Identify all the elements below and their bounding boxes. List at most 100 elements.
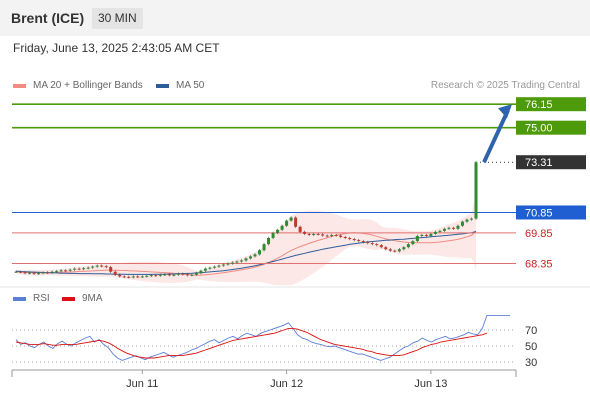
candle-body (154, 275, 158, 277)
candle-body (46, 272, 50, 274)
rsi-ma-label: 9MA (82, 293, 103, 304)
candle-body (271, 232, 275, 239)
level-tag-target (516, 120, 586, 135)
candle-body (325, 235, 329, 237)
candle-body (55, 271, 59, 273)
candle-body (140, 276, 144, 278)
ma50-line (15, 231, 477, 275)
candle-body (37, 273, 41, 275)
level-label-0: 76.15 (525, 99, 553, 111)
candle-body (203, 268, 207, 271)
candle-body (28, 272, 32, 274)
candle-body (181, 273, 185, 275)
candle-body (249, 256, 253, 259)
candle-body (370, 243, 374, 245)
candle-body (32, 272, 36, 274)
candle-body (145, 275, 149, 277)
timeframe-button[interactable]: 30 MIN (92, 8, 143, 29)
candle-body (397, 249, 401, 252)
candle-body (393, 250, 397, 252)
candle-body (127, 276, 131, 278)
level-label-1: 75.00 (525, 123, 553, 135)
legend-ma50: MA 50 (156, 80, 204, 91)
candle-body (406, 244, 410, 248)
ma20-line (15, 230, 477, 276)
candle-body (361, 241, 365, 243)
level-label-2: 73.31 (525, 157, 553, 169)
candle-body (402, 247, 406, 250)
x-axis-label: Jun 13 (414, 378, 447, 390)
candle-body (73, 268, 77, 270)
candle-body (420, 234, 424, 236)
candle-body (235, 261, 239, 263)
candle-body (298, 226, 302, 232)
legend-ma20: MA 20 + Bollinger Bands (13, 80, 143, 91)
candle-body (433, 231, 437, 234)
x-axis-label: Jun 12 (270, 378, 303, 390)
candle-body (244, 258, 248, 261)
candle-body (456, 225, 460, 229)
candle-body (23, 272, 27, 274)
candle-body (64, 270, 68, 272)
candle-body (339, 235, 343, 237)
level-tag-pivot (516, 205, 586, 220)
candle-body (357, 240, 361, 242)
forecast-arrow-shaft (482, 109, 510, 164)
last-price-tag (516, 155, 586, 170)
candle-body (172, 274, 176, 276)
candle-body (118, 274, 122, 277)
candle-body (104, 266, 108, 268)
level-label-4: 69.85 (525, 228, 553, 240)
candle-body (91, 266, 95, 268)
candle-body (366, 242, 370, 244)
rsi-level-label: 30 (525, 357, 537, 369)
candle-body (41, 272, 45, 274)
x-axis-label: Jun 11 (126, 378, 158, 390)
rsi-line (15, 315, 510, 361)
candle-body (415, 235, 419, 242)
candle-body (113, 271, 117, 275)
candle-body (343, 236, 347, 239)
ma50-swatch (156, 83, 169, 88)
candle-body (136, 276, 140, 278)
ma20-swatch (13, 83, 26, 88)
candle-body (285, 220, 289, 226)
candle-body (176, 273, 180, 275)
candle-body (276, 229, 280, 233)
candle-body (384, 247, 388, 250)
candle-body (194, 273, 198, 275)
timestamp: Friday, June 13, 2025 2:43:05 AM CET (13, 41, 220, 55)
ma20-label: MA 20 + Bollinger Bands (33, 80, 143, 91)
candle-body (50, 271, 54, 273)
candle-body (158, 274, 162, 276)
candle-body (19, 271, 23, 273)
candle-body (185, 274, 189, 276)
candle-body (131, 276, 135, 278)
candle-body (212, 266, 216, 268)
candle-body (451, 227, 455, 229)
ma50-label: MA 50 (176, 80, 205, 91)
candle-body (474, 162, 478, 219)
candle-body (388, 249, 392, 251)
rsi-ma-swatch (62, 296, 75, 301)
candle-body (465, 219, 469, 222)
instrument-title: Brent (ICE) (11, 10, 85, 26)
candle-body (230, 262, 234, 264)
credit-text: Research © 2025 Trading Central (430, 80, 580, 91)
candle-body (190, 274, 194, 276)
candle-body (68, 269, 72, 271)
candle-body (199, 270, 203, 274)
candle-body (429, 233, 433, 236)
candle-body (294, 217, 298, 227)
rsi-level-label: 50 (525, 341, 537, 353)
candle-body (122, 276, 126, 278)
level-label-5: 68.35 (525, 259, 553, 271)
candle-body (163, 274, 167, 276)
level-label-3: 70.85 (525, 207, 553, 219)
candle-body (258, 250, 262, 255)
candle-body (239, 260, 243, 262)
candle-body (262, 244, 266, 251)
candle-body (379, 245, 383, 248)
candle-body (253, 254, 257, 257)
